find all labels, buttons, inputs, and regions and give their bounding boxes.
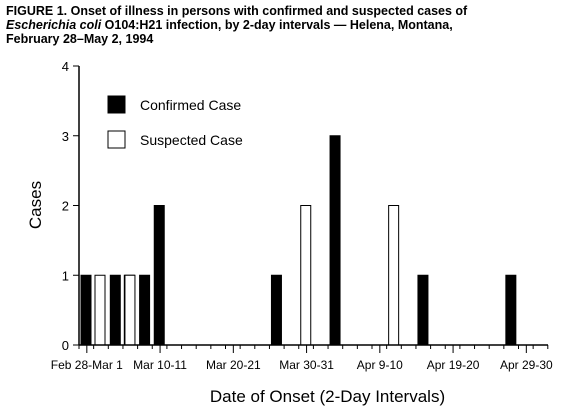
x-tick-label: Feb 28-Mar 1 bbox=[51, 358, 123, 372]
caption-line-2-rest: O104:H21 infection, by 2-day intervals —… bbox=[101, 18, 453, 32]
caption-line-2: Escherichia coli O104:H21 infection, by … bbox=[6, 18, 580, 32]
x-tick-label: Mar 20-21 bbox=[206, 358, 261, 372]
legend-label-confirmed: Confirmed Case bbox=[140, 97, 241, 113]
caption-organism: Escherichia coli bbox=[6, 18, 102, 32]
legend-swatch-suspected bbox=[107, 130, 126, 149]
x-tick-label: Apr 29-30 bbox=[500, 358, 553, 372]
bar-confirmed bbox=[109, 274, 121, 346]
y-tick-label: 2 bbox=[62, 199, 69, 214]
legend-swatch-confirmed bbox=[107, 95, 126, 114]
bar-confirmed bbox=[139, 274, 151, 346]
x-ticks: Feb 28-Mar 1 Mar 10-11 Mar 20-21 Mar 30-31 A… bbox=[51, 345, 553, 372]
x-tick-label: Apr 9-10 bbox=[357, 358, 403, 372]
x-tick-label: Mar 10-11 bbox=[133, 358, 187, 372]
bar-confirmed bbox=[80, 274, 92, 346]
legend-label-suspected: Suspected Case bbox=[140, 132, 243, 148]
bar-suspected bbox=[124, 274, 136, 346]
figure-caption: FIGURE 1. Onset of illness in persons wi… bbox=[6, 4, 580, 46]
bar-confirmed bbox=[153, 205, 165, 346]
y-axis-label: Cases bbox=[26, 181, 45, 229]
x-tick-label: Mar 30-31 bbox=[279, 358, 334, 372]
y-tick-label: 0 bbox=[62, 338, 69, 353]
caption-line-1: FIGURE 1. Onset of illness in persons wi… bbox=[6, 4, 468, 18]
bar-confirmed bbox=[329, 135, 341, 346]
bar-suspected bbox=[300, 205, 312, 346]
bar-suspected bbox=[388, 205, 400, 346]
x-tick-label: Apr 19-20 bbox=[427, 358, 480, 372]
y-tick-label: 3 bbox=[62, 129, 69, 144]
bar-suspected bbox=[94, 274, 106, 346]
bar-confirmed bbox=[270, 274, 282, 346]
y-tick-label: 1 bbox=[62, 268, 69, 283]
bars-layer bbox=[80, 135, 517, 346]
caption-line-3: February 28–May 2, 1994 bbox=[6, 32, 154, 46]
legend: Confirmed Case Suspected Case bbox=[107, 95, 243, 149]
y-tick-label: 4 bbox=[62, 59, 69, 74]
bar-confirmed bbox=[505, 274, 517, 346]
y-ticks: 0 1 2 3 4 bbox=[62, 59, 79, 353]
x-axis-label: Date of Onset (2-Day Intervals) bbox=[210, 387, 445, 406]
bar-confirmed bbox=[417, 274, 429, 346]
